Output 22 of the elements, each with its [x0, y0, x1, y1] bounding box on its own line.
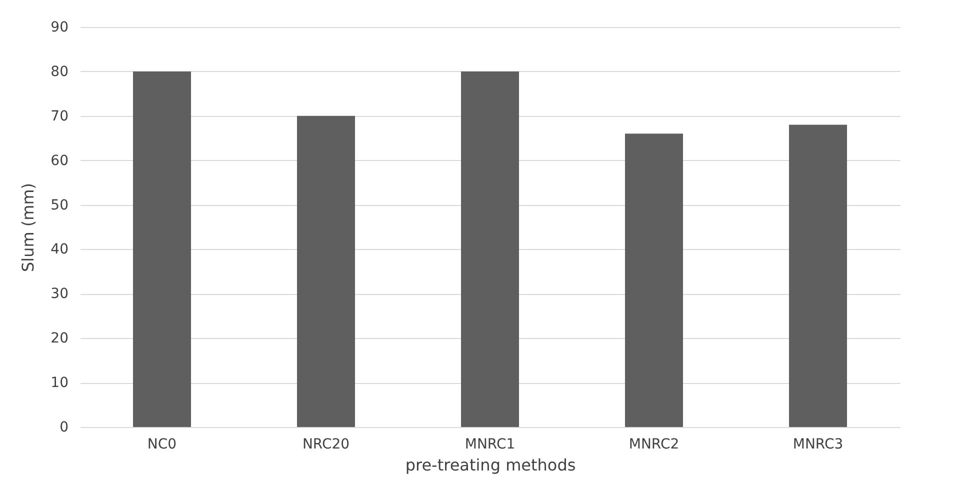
- x-tick-label: NC0: [147, 436, 177, 452]
- y-tick-label: 40: [50, 242, 68, 258]
- y-axis-title: Slum (mm): [18, 182, 38, 272]
- y-tick-label: 50: [50, 197, 68, 214]
- x-axis-title: pre-treating methods: [405, 456, 576, 474]
- y-tick-label: 30: [50, 286, 68, 302]
- bar: [133, 71, 191, 427]
- x-tick-label: NRC20: [302, 436, 350, 452]
- y-tick-label: 20: [50, 330, 68, 347]
- y-tick-label: 70: [50, 108, 68, 124]
- x-tick-label: MNRC1: [464, 436, 516, 452]
- bar: [297, 116, 355, 427]
- y-tick-label: 60: [50, 152, 68, 169]
- y-tick-label: 10: [50, 375, 68, 392]
- x-tick-label: MNRC2: [628, 436, 680, 452]
- y-tick-label: 90: [50, 20, 68, 36]
- bar: [625, 134, 683, 427]
- bar: [789, 124, 847, 427]
- bar: [461, 71, 519, 427]
- y-tick-label: 80: [50, 64, 68, 80]
- y-tick-label: 0: [60, 420, 68, 436]
- x-tick-label: MNRC3: [792, 436, 844, 452]
